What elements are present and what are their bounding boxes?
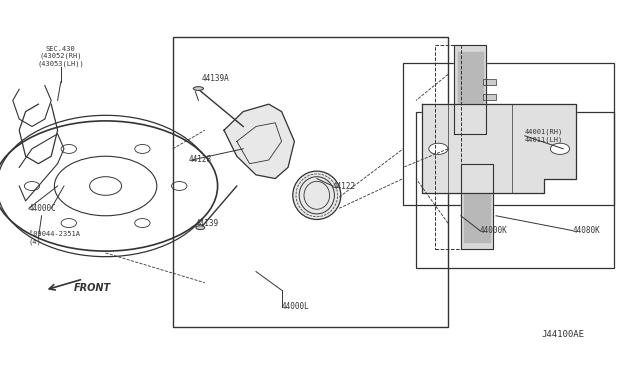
Bar [416, 112, 614, 268]
Text: 44000L: 44000L [282, 302, 309, 311]
Text: 44122: 44122 [333, 182, 356, 190]
Text: SEC.430
(43052(RH)
(43053(LH)): SEC.430 (43052(RH) (43053(LH)) [37, 46, 84, 67]
Polygon shape [458, 52, 483, 126]
Text: 44139A: 44139A [202, 74, 229, 83]
Ellipse shape [196, 226, 205, 230]
Bar [173, 37, 448, 327]
Polygon shape [464, 171, 490, 242]
Text: 44139: 44139 [195, 219, 218, 228]
Polygon shape [224, 104, 294, 179]
Ellipse shape [293, 171, 341, 219]
Text: 44128: 44128 [189, 155, 212, 164]
Text: °09044-2351A
(4): °09044-2351A (4) [29, 231, 80, 245]
Bar [483, 109, 496, 115]
Text: 44001(RH)
44011(LH): 44001(RH) 44011(LH) [525, 129, 563, 143]
Bar [403, 63, 614, 205]
Text: 44000K: 44000K [480, 226, 508, 235]
Polygon shape [422, 104, 576, 193]
Bar [483, 79, 496, 85]
Text: 44000C: 44000C [29, 204, 56, 213]
Circle shape [429, 143, 448, 154]
Polygon shape [461, 164, 493, 249]
Circle shape [550, 143, 570, 154]
Text: FRONT: FRONT [74, 283, 111, 293]
Ellipse shape [193, 87, 204, 90]
Text: 44080K: 44080K [573, 226, 600, 235]
Bar [483, 94, 496, 100]
Polygon shape [454, 45, 486, 134]
Text: J44100AE: J44100AE [541, 330, 585, 339]
